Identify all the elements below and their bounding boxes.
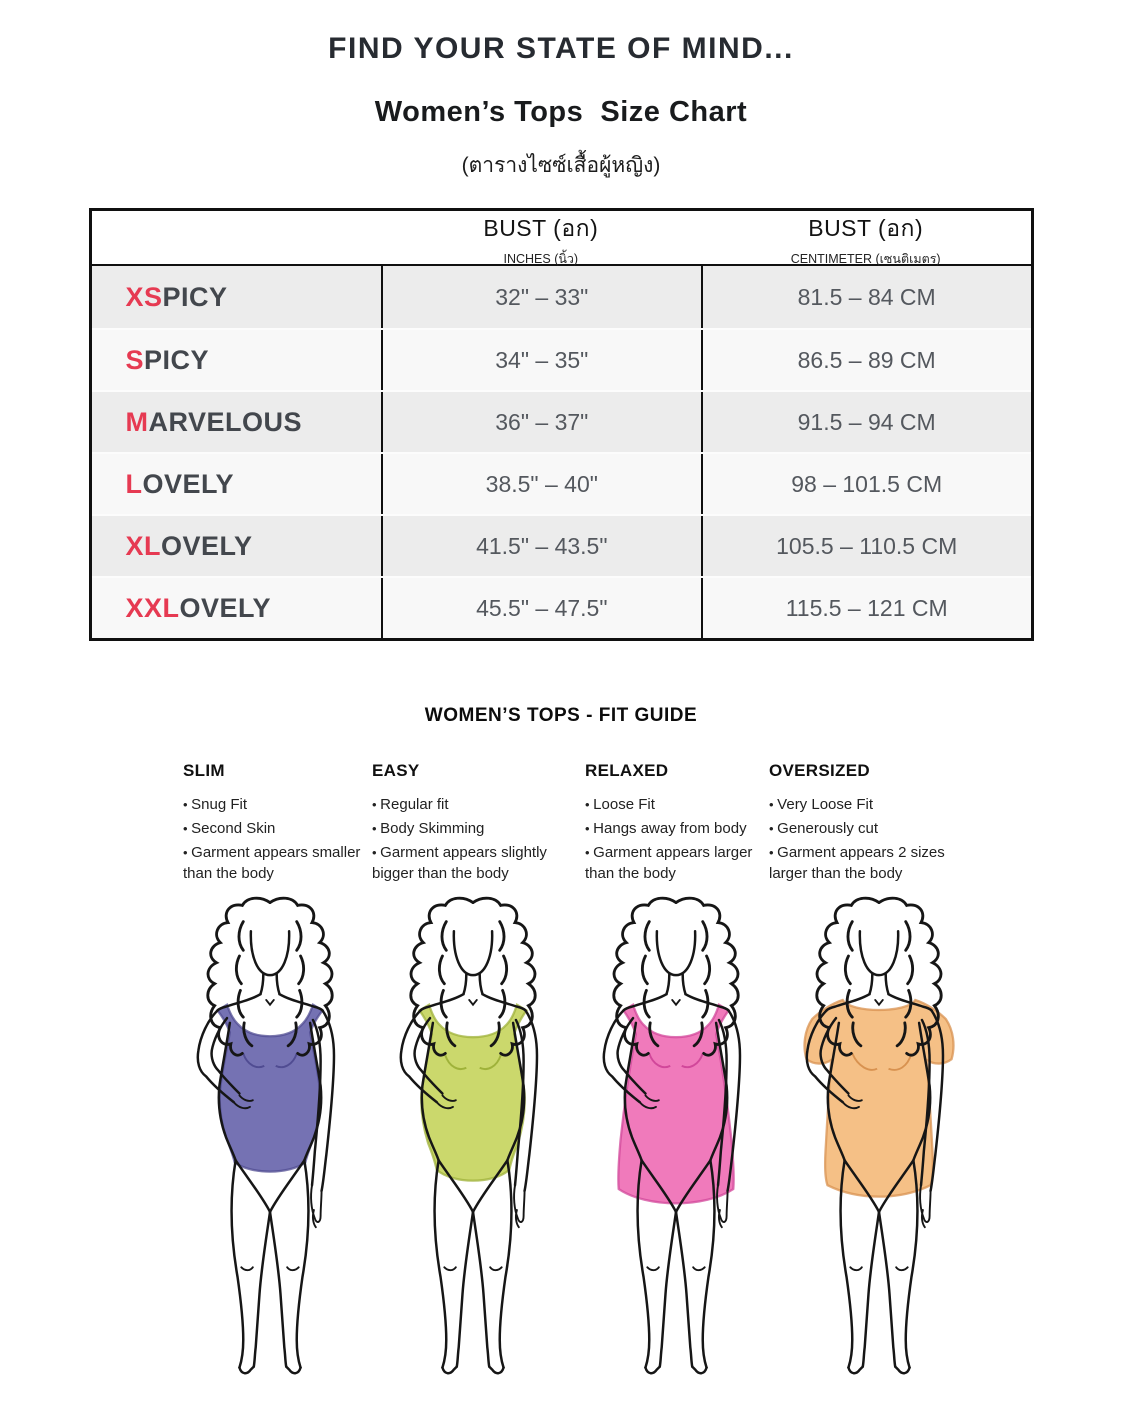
page-subtitle: Women’s Tops Size Chart bbox=[374, 96, 748, 128]
size-name: L OVELY bbox=[92, 454, 381, 514]
table-row: M ARVELOUS 36" – 37" 91.5 – 94 CM bbox=[91, 390, 1031, 452]
woman-figure-relaxed-icon bbox=[601, 896, 741, 1375]
fit-bullet-list: Regular fit Body Skimming Garment appear… bbox=[372, 794, 575, 885]
fit-bullet: Garment appears smaller than the body bbox=[183, 842, 362, 886]
page-title: FIND YOUR STATE OF MIND... bbox=[328, 32, 794, 65]
bust-inches-value: 45.5" – 47.5" bbox=[380, 578, 701, 638]
size-rest: OVELY bbox=[179, 592, 272, 623]
fit-name: SLIM bbox=[183, 761, 225, 780]
bust-cm-value: 86.5 – 89 CM bbox=[700, 330, 1031, 390]
size-table-header: BUST (อก) INCHES (นิ้ว) BUST (อก) CENTIM… bbox=[91, 211, 1031, 269]
bust-inches-title: BUST (อก) bbox=[483, 215, 599, 241]
fit-bullet: Second Skin bbox=[183, 818, 362, 840]
bust-cm-value: 91.5 – 94 CM bbox=[700, 392, 1031, 452]
size-name: XXL OVELY bbox=[92, 578, 381, 638]
relaxed-figure-illustration bbox=[574, 893, 777, 1380]
fit-bullet: Snug Fit bbox=[183, 794, 362, 816]
fit-bullet: Hangs away from body bbox=[585, 818, 759, 840]
relaxed-flared-top bbox=[616, 1002, 735, 1205]
bust-cm-title: BUST (อก) bbox=[808, 215, 924, 241]
fit-bullet-list: Very Loose Fit Generously cut Garment ap… bbox=[769, 794, 975, 885]
size-prefix: S bbox=[125, 344, 145, 375]
table-row: S PICY 34" – 35" 86.5 – 89 CM bbox=[91, 328, 1031, 390]
size-table: BUST (อก) INCHES (นิ้ว) BUST (อก) CENTIM… bbox=[88, 208, 1034, 641]
header-cell-empty bbox=[92, 211, 381, 269]
size-rest: PICY bbox=[144, 344, 210, 375]
easy-figure-illustration bbox=[371, 893, 574, 1380]
fit-figure-row bbox=[168, 893, 980, 1380]
size-rest: OVELY bbox=[142, 468, 235, 499]
size-prefix: XL bbox=[125, 530, 162, 561]
bust-cm-value: 98 – 101.5 CM bbox=[700, 454, 1031, 514]
bust-cm-value: 105.5 – 110.5 CM bbox=[700, 516, 1031, 576]
fit-bullet: Garment appears slightly bigger than the… bbox=[372, 842, 575, 886]
fit-bullet: Loose Fit bbox=[585, 794, 759, 816]
woman-figure-easy-icon bbox=[398, 896, 538, 1375]
bust-cm-value: 115.5 – 121 CM bbox=[700, 578, 1031, 638]
page-subtitle-thai: (ตารางไซซ์เสื้อผู้หญิง) bbox=[461, 154, 661, 177]
fit-guide-columns: SLIM Snug Fit Second Skin Garment appear… bbox=[183, 761, 985, 885]
size-prefix: M bbox=[125, 406, 149, 437]
size-rest: OVELY bbox=[161, 530, 253, 561]
fit-name: EASY bbox=[372, 761, 420, 780]
fit-name: OVERSIZED bbox=[769, 761, 870, 780]
bust-inches-value: 36" – 37" bbox=[380, 392, 701, 452]
fit-bullet: Regular fit bbox=[372, 794, 575, 816]
fit-bullet: Body Skimming bbox=[372, 818, 575, 840]
table-row: L OVELY 38.5" – 40" 98 – 101.5 CM bbox=[91, 452, 1031, 514]
size-rest: PICY bbox=[162, 281, 228, 312]
fit-bullet-list: Snug Fit Second Skin Garment appears sma… bbox=[183, 794, 362, 885]
bust-contour bbox=[647, 1053, 704, 1069]
fit-guide-title: WOMEN’S TOPS - FIT GUIDE bbox=[424, 705, 698, 726]
size-name: XL OVELY bbox=[92, 516, 381, 576]
woman-figure-slim-icon bbox=[195, 896, 335, 1375]
bust-cm-value: 81.5 – 84 CM bbox=[700, 266, 1031, 328]
table-row: XS PICY 32" – 33" 81.5 – 84 CM bbox=[91, 266, 1031, 328]
bust-contour bbox=[241, 1053, 298, 1069]
oversized-figure-illustration bbox=[777, 893, 980, 1380]
bust-inches-value: 34" – 35" bbox=[380, 330, 701, 390]
size-prefix: XS bbox=[125, 281, 163, 312]
bust-inches-value: 32" – 33" bbox=[380, 266, 701, 328]
size-rest: ARVELOUS bbox=[148, 406, 303, 437]
size-name: S PICY bbox=[92, 330, 381, 390]
bust-contour bbox=[443, 1054, 502, 1070]
table-row: XL OVELY 41.5" – 43.5" 105.5 – 110.5 CM bbox=[91, 514, 1031, 576]
woman-figure-oversized-icon bbox=[802, 896, 955, 1375]
table-row: XXL OVELY 45.5" – 47.5" 115.5 – 121 CM bbox=[91, 576, 1031, 638]
fit-bullet: Generously cut bbox=[769, 818, 975, 840]
fit-bullet: Garment appears 2 sizes larger than the … bbox=[769, 842, 975, 886]
fit-bullet-list: Loose Fit Hangs away from body Garment a… bbox=[585, 794, 759, 885]
fit-column-relaxed: RELAXED Loose Fit Hangs away from body G… bbox=[585, 761, 769, 885]
size-prefix: XXL bbox=[125, 592, 180, 623]
fit-name: RELAXED bbox=[585, 761, 669, 780]
size-prefix: L bbox=[125, 468, 143, 499]
size-name: M ARVELOUS bbox=[92, 392, 381, 452]
header-cell-inches: BUST (อก) INCHES (นิ้ว) bbox=[381, 211, 701, 269]
bust-inches-value: 41.5" – 43.5" bbox=[380, 516, 701, 576]
slim-figure-illustration bbox=[168, 893, 371, 1380]
bust-inches-value: 38.5" – 40" bbox=[380, 454, 701, 514]
fit-column-easy: EASY Regular fit Body Skimming Garment a… bbox=[372, 761, 585, 885]
header-cell-cm: BUST (อก) CENTIMETER (เซนติเมตร) bbox=[701, 211, 1031, 269]
size-name: XS PICY bbox=[92, 266, 381, 328]
bust-inches-subtitle: INCHES (นิ้ว) bbox=[503, 252, 579, 266]
fit-bullet: Garment appears larger than the body bbox=[585, 842, 759, 886]
fit-column-slim: SLIM Snug Fit Second Skin Garment appear… bbox=[183, 761, 372, 885]
bust-cm-subtitle: CENTIMETER (เซนติเมตร) bbox=[790, 252, 941, 266]
fit-column-oversized: OVERSIZED Very Loose Fit Generously cut … bbox=[769, 761, 985, 885]
fit-bullet: Very Loose Fit bbox=[769, 794, 975, 816]
